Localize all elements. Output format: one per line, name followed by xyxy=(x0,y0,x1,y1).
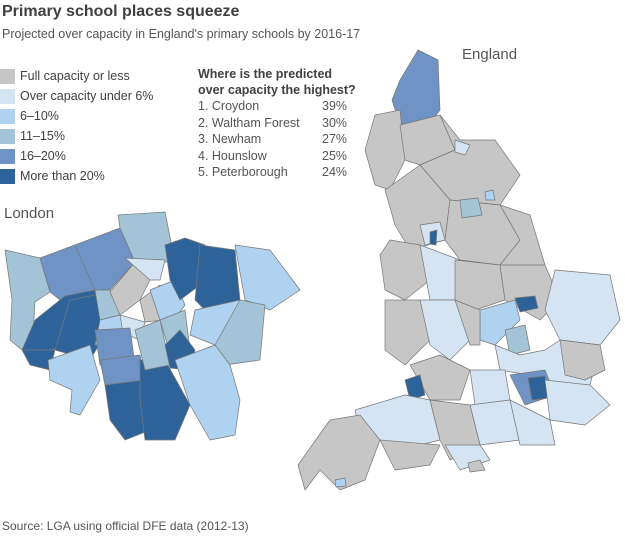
england-map-label: England xyxy=(462,46,518,63)
legend-label: 6–10% xyxy=(20,109,59,123)
legend-swatch xyxy=(0,128,15,144)
legend-item-over-20: More than 20% xyxy=(0,166,153,186)
source-note: Source: LGA using official DFE data (201… xyxy=(2,519,249,533)
legend-label: Over capacity under 6% xyxy=(20,89,154,103)
legend-swatch xyxy=(0,68,15,84)
ranking-panel: Where is the predicted over capacity the… xyxy=(198,66,358,181)
london-map xyxy=(4,211,301,441)
legend-item-16-20: 16–20% xyxy=(0,146,153,166)
legend-swatch xyxy=(0,88,15,104)
london-map-label: London xyxy=(4,205,55,222)
legend: Full capacity or less Over capacity unde… xyxy=(0,66,153,186)
legend-swatch xyxy=(0,168,15,184)
legend-item-6-10: 6–10% xyxy=(0,106,153,126)
rank-row: 5. Peterborough 24% xyxy=(198,165,348,179)
rank-row: 2. Waltham Forest 30% xyxy=(198,115,348,130)
legend-swatch xyxy=(0,108,15,124)
chart-subtitle: Projected over capacity in England's pri… xyxy=(2,27,361,41)
chart-title: Primary school places squeeze xyxy=(2,3,240,20)
rank-row: 1. Croydon 39% xyxy=(198,99,348,113)
legend-item-full-capacity: Full capacity or less xyxy=(0,66,153,86)
legend-item-under-6: Over capacity under 6% xyxy=(0,86,153,106)
england-map xyxy=(297,49,621,491)
ranking-title: Where is the predicted over capacity the… xyxy=(198,67,356,97)
legend-swatch xyxy=(0,148,15,164)
rank-row: 4. Hounslow 25% xyxy=(198,148,348,163)
legend-label: Full capacity or less xyxy=(20,69,130,83)
legend-label: 16–20% xyxy=(20,149,66,163)
legend-label: More than 20% xyxy=(20,169,105,183)
rank-row: 3. Newham 27% xyxy=(198,132,348,146)
legend-item-11-15: 11–15% xyxy=(0,126,153,146)
legend-label: 11–15% xyxy=(20,129,65,143)
